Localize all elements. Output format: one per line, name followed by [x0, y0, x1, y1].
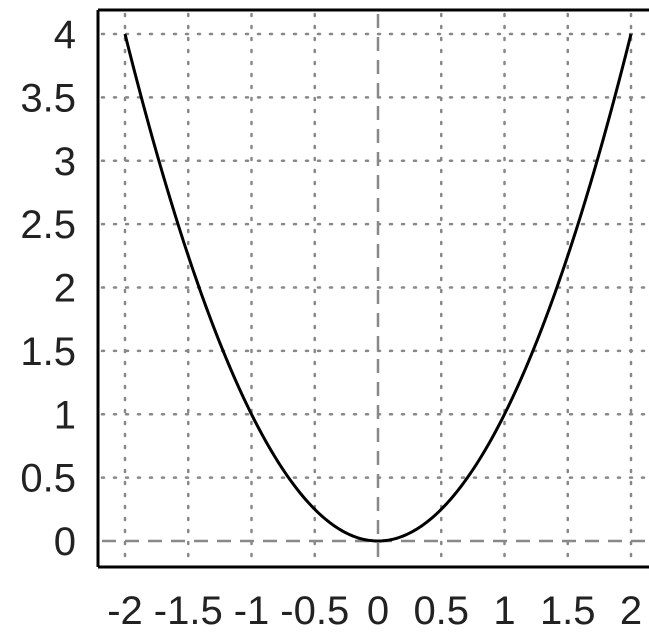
- x-tick-label: -1.5: [154, 589, 223, 633]
- x-tick-label: -2: [107, 589, 143, 633]
- y-tick-label: 1: [54, 393, 76, 437]
- x-tick-label: 2: [620, 589, 642, 633]
- y-tick-label: 0: [54, 520, 76, 564]
- y-tick-labels: 0 0.5 1 1.5 2 2.5 3 3.5 4: [20, 13, 76, 564]
- y-tick-label: 3.5: [20, 76, 76, 120]
- x-tick-label: 0: [367, 589, 389, 633]
- x-tick-label: 0.5: [413, 589, 469, 633]
- series-layer: [123, 33, 633, 543]
- x-tick-label: 1.5: [540, 589, 596, 633]
- x-tick-label: 1: [493, 589, 515, 633]
- y-tick-label: 4: [54, 13, 76, 57]
- y-tick-label: 0.5: [20, 457, 76, 501]
- x-tick-label: -1: [234, 589, 270, 633]
- series-line: [123, 33, 633, 543]
- x-tick-labels: -2 -1.5 -1 -0.5 0 0.5 1 1.5 2: [107, 589, 642, 633]
- zero-axis-lines: [102, 14, 645, 563]
- y-tick-label: 2.5: [20, 203, 76, 247]
- y-tick-label: 1.5: [20, 330, 76, 374]
- x-tick-label: -0.5: [280, 589, 349, 633]
- grid-lines: [100, 12, 647, 565]
- plot-frame: [96, 8, 649, 569]
- y-tick-label: 3: [54, 140, 76, 184]
- y-tick-label: 2: [54, 267, 76, 311]
